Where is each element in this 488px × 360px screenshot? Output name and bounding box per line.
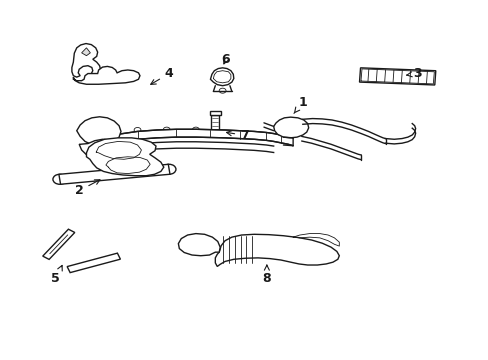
Circle shape xyxy=(163,127,170,132)
Text: 7: 7 xyxy=(226,129,248,142)
Circle shape xyxy=(86,73,96,81)
Circle shape xyxy=(134,127,141,132)
Bar xyxy=(211,114,219,134)
Circle shape xyxy=(162,164,176,174)
Polygon shape xyxy=(42,229,75,260)
Text: 5: 5 xyxy=(51,265,62,285)
Polygon shape xyxy=(273,117,308,138)
Text: 6: 6 xyxy=(221,53,230,66)
Circle shape xyxy=(94,135,103,142)
Bar xyxy=(209,111,220,114)
Text: 3: 3 xyxy=(406,67,421,80)
Ellipse shape xyxy=(120,171,131,176)
Circle shape xyxy=(286,123,295,131)
Polygon shape xyxy=(215,234,339,266)
Circle shape xyxy=(191,241,201,248)
Text: 2: 2 xyxy=(75,180,100,197)
Text: 8: 8 xyxy=(262,265,271,285)
Circle shape xyxy=(282,121,299,134)
Polygon shape xyxy=(79,139,117,158)
Ellipse shape xyxy=(67,176,79,181)
Polygon shape xyxy=(72,44,101,77)
Circle shape xyxy=(82,49,90,55)
Circle shape xyxy=(107,73,117,80)
Ellipse shape xyxy=(102,172,113,177)
Text: 4: 4 xyxy=(150,67,173,84)
Polygon shape xyxy=(210,68,233,86)
Polygon shape xyxy=(77,117,121,146)
Circle shape xyxy=(192,127,199,132)
Text: 1: 1 xyxy=(293,96,306,113)
Polygon shape xyxy=(86,138,163,176)
Polygon shape xyxy=(178,234,220,256)
Polygon shape xyxy=(59,164,170,184)
Circle shape xyxy=(123,73,133,80)
Polygon shape xyxy=(81,48,90,56)
Polygon shape xyxy=(67,253,120,273)
Circle shape xyxy=(185,237,206,252)
Circle shape xyxy=(53,174,66,184)
Circle shape xyxy=(219,88,225,93)
Circle shape xyxy=(90,123,107,136)
Polygon shape xyxy=(73,66,140,84)
Polygon shape xyxy=(118,129,292,146)
Ellipse shape xyxy=(137,169,148,174)
Polygon shape xyxy=(359,68,435,85)
Ellipse shape xyxy=(84,174,96,179)
